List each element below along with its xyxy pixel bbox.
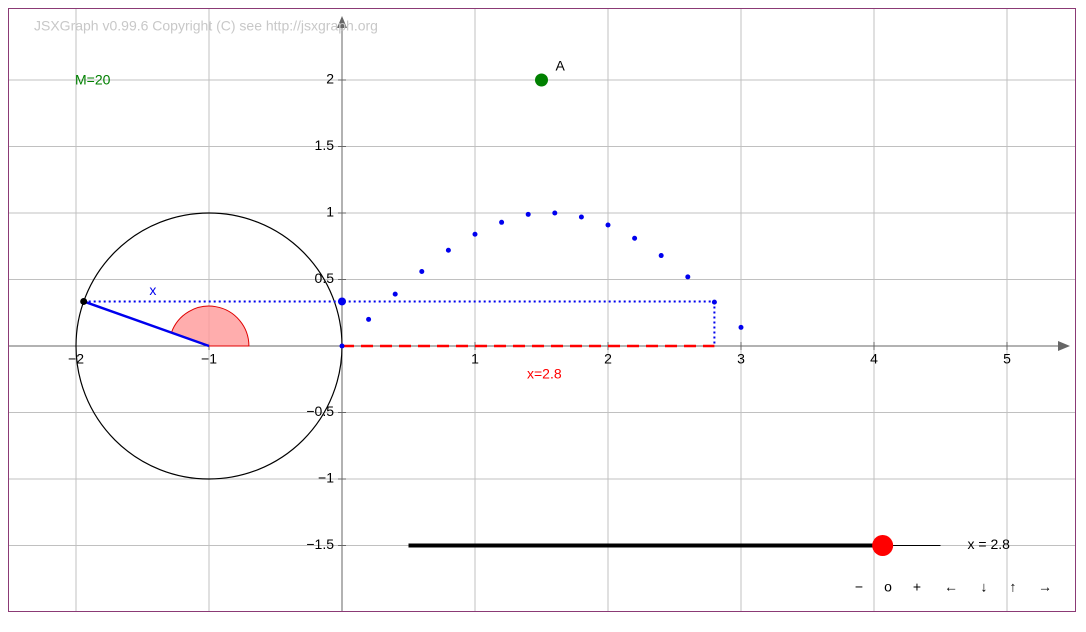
x-tick-label: 3 — [737, 351, 745, 367]
board-frame — [8, 8, 1076, 612]
nav-button[interactable]: − — [855, 579, 863, 595]
point-a[interactable] — [535, 73, 548, 87]
angle-label: x — [149, 282, 156, 298]
radius-segment — [83, 300, 210, 348]
nav-button[interactable]: ↓ — [981, 579, 988, 595]
nav-button[interactable]: ← — [944, 579, 958, 595]
curve-point — [552, 210, 558, 216]
x-tick-label: 5 — [1003, 351, 1011, 367]
x-tick-label: 2 — [604, 351, 612, 367]
nav-button[interactable]: o — [884, 579, 892, 595]
x-axis-arrow — [1058, 341, 1070, 351]
curve-point — [392, 291, 398, 297]
angle-sector — [170, 305, 250, 347]
curve-point — [472, 231, 478, 237]
point-a-label: A — [556, 58, 566, 74]
curve-point — [711, 299, 717, 305]
y-tick-label: 2 — [326, 71, 334, 87]
circle-point — [80, 297, 88, 305]
y-tick-label: 1.5 — [315, 137, 335, 153]
y-tick-label: −1 — [318, 470, 334, 486]
copyright: JSXGraph v0.99.6 Copyright (C) see http:… — [34, 18, 378, 34]
curve-point — [685, 274, 691, 280]
curve-point — [578, 214, 584, 220]
y-tick-label: 1 — [326, 204, 334, 220]
x-tick-label: 1 — [471, 351, 479, 367]
curve-point — [605, 222, 611, 228]
nav-button[interactable]: + — [913, 579, 921, 595]
y-tick-label: −0.5 — [306, 403, 334, 419]
origin-point — [339, 343, 345, 349]
slider-knob[interactable] — [872, 535, 894, 556]
y-axis-arrow — [337, 16, 347, 28]
curve-point — [419, 269, 425, 275]
nav-button[interactable]: ↑ — [1010, 579, 1017, 595]
nav-button[interactable]: → — [1038, 579, 1052, 595]
slider-label: x = 2.8 — [968, 536, 1011, 552]
curve-point — [366, 316, 372, 322]
y-tick-label: −1.5 — [306, 536, 334, 552]
y-tick-label: 0.5 — [315, 270, 335, 286]
curve-point — [658, 253, 664, 259]
x-value-text: x=2.8 — [527, 366, 562, 382]
curve-point — [525, 211, 531, 217]
m-text: M=20 — [75, 72, 111, 88]
x-tick-label: 4 — [870, 351, 878, 367]
x-tick-label: −1 — [201, 351, 217, 367]
curve-point — [738, 324, 744, 330]
axis-point — [338, 297, 346, 306]
curve-point — [499, 219, 505, 225]
curve-point — [632, 235, 638, 241]
curve-point — [445, 247, 451, 253]
